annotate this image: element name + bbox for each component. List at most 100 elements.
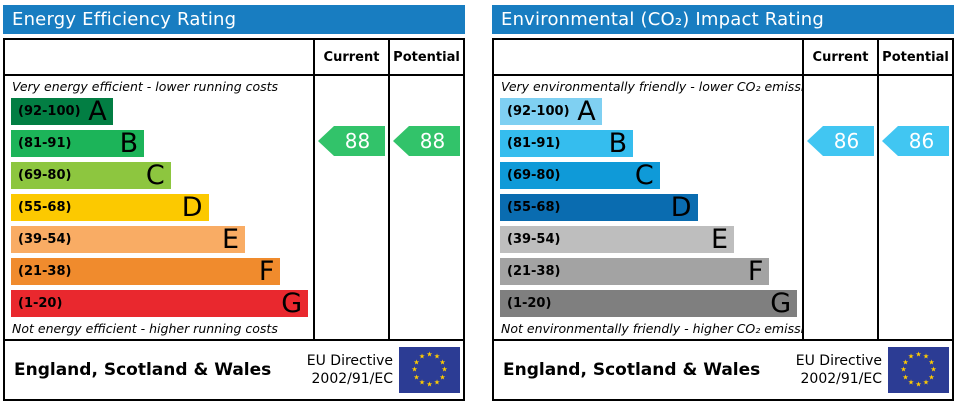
band-row: (81-91) B [500, 130, 634, 157]
footer: England, Scotland & Wales EU Directive 2… [3, 339, 465, 401]
top-caption: Very environmentally friendly - lower CO… [501, 79, 802, 94]
band-letter: A [88, 96, 107, 127]
band-range: (21-38) [18, 264, 72, 279]
eu-star-icon: ★ [426, 350, 433, 359]
eu-star-icon: ★ [413, 358, 420, 366]
top-caption: Very energy efficient - lower running co… [12, 79, 279, 94]
band-range: (81-91) [18, 136, 72, 151]
potential-rating-value: 88 [419, 129, 446, 153]
band-letter: E [710, 224, 729, 255]
eu-star-icon: ★ [411, 365, 418, 374]
potential-column-header: Potential [388, 40, 463, 76]
band-row: (1-20) G [500, 288, 798, 319]
region-label: England, Scotland & Wales [14, 360, 272, 380]
band-letter: G [770, 288, 792, 319]
bands: (92-100) A (81-91) B (69-80) C (55-68) D (39-54)… [500, 98, 802, 317]
band-range: (1-20) [507, 296, 552, 311]
potential-rating-arrow: 86 [882, 126, 949, 156]
band-range: (39-54) [507, 232, 561, 247]
band-row: (92-100) A [500, 98, 602, 125]
band-letter: A [577, 96, 596, 127]
environmental-impact-panel: Environmental (CO₂) Impact Rating Curren… [492, 5, 954, 401]
eu-star-icon: ★ [439, 358, 446, 366]
band-range: (1-20) [18, 296, 63, 311]
eu-star-icon: ★ [915, 350, 922, 359]
eu-star-icon: ★ [928, 358, 935, 366]
eu-star-icon: ★ [418, 352, 426, 361]
bands: (92-100) A (81-91) B (69-80) C (55-68) D (39-54)… [11, 98, 313, 317]
eu-star-icon: ★ [413, 373, 420, 381]
band-row: (55-68) D [500, 194, 698, 221]
rating-table: Current Potential Very environmentally f… [492, 38, 954, 341]
eu-star-icon: ★ [922, 378, 930, 387]
potential-rating-value: 86 [908, 129, 935, 153]
eu-star-icon: ★ [433, 378, 441, 387]
eu-star-icon: ★ [418, 378, 426, 387]
band-row: (69-80) C [11, 162, 171, 189]
band-letter: G [281, 288, 303, 319]
eu-star-icon: ★ [907, 378, 915, 387]
current-column-header: Current [313, 40, 388, 76]
eu-star-icon: ★ [439, 373, 446, 381]
band-letter: F [747, 256, 764, 287]
band-row: (39-54) E [11, 224, 246, 255]
band-range: (39-54) [18, 232, 72, 247]
rating-table: Current Potential Very energy efficient … [3, 38, 465, 341]
band-row: (55-68) D [11, 194, 209, 221]
band-range: (21-38) [507, 264, 561, 279]
region-label: England, Scotland & Wales [503, 360, 761, 380]
eu-directive-label: EU Directive 2002/91/EC [795, 352, 882, 387]
potential-column-header: Potential [877, 40, 952, 76]
band-letter: D [181, 192, 203, 223]
eu-star-icon: ★ [928, 373, 935, 381]
band-row: (39-54) E [500, 224, 735, 255]
band-row: (21-38) F [500, 256, 770, 287]
panel-title: Energy Efficiency Rating [3, 5, 465, 34]
eu-star-icon: ★ [900, 365, 907, 374]
band-range: (55-68) [507, 200, 561, 215]
band-letter: D [670, 192, 692, 223]
footer: England, Scotland & Wales EU Directive 2… [492, 339, 954, 401]
corner-cell [494, 40, 802, 76]
current-column-header: Current [802, 40, 877, 76]
energy-efficiency-panel: Energy Efficiency Rating Current Potenti… [3, 5, 465, 401]
band-row: (69-80) C [500, 162, 660, 189]
current-rating-arrow: 86 [807, 126, 874, 156]
eu-star-icon: ★ [426, 380, 433, 389]
panel-title: Environmental (CO₂) Impact Rating [492, 5, 954, 34]
eu-star-icon: ★ [930, 365, 937, 374]
eu-directive-label: EU Directive 2002/91/EC [306, 352, 393, 387]
corner-cell [5, 40, 313, 76]
eu-flag-icon: ★ ★ ★ ★ ★ ★ ★ ★ ★ ★ ★ ★ [888, 347, 949, 393]
band-row: (92-100) A [11, 98, 113, 125]
eu-star-icon: ★ [902, 358, 909, 366]
eu-star-icon: ★ [433, 352, 441, 361]
band-range: (69-80) [507, 168, 561, 183]
band-range: (69-80) [18, 168, 72, 183]
band-range: (92-100) [507, 104, 570, 119]
current-rating-value: 88 [344, 129, 371, 153]
band-range: (55-68) [18, 200, 72, 215]
current-column: 86 [802, 76, 877, 339]
band-row: (21-38) F [11, 256, 281, 287]
eu-star-icon: ★ [441, 365, 448, 374]
current-rating-value: 86 [833, 129, 860, 153]
band-letter: C [634, 160, 654, 191]
eu-star-icon: ★ [902, 373, 909, 381]
band-range: (81-91) [507, 136, 561, 151]
band-range: (92-100) [18, 104, 81, 119]
potential-column: 88 [388, 76, 463, 339]
band-letter: E [221, 224, 240, 255]
eu-star-icon: ★ [922, 352, 930, 361]
bottom-caption: Not environmentally friendly - higher CO… [501, 321, 802, 336]
band-row: (1-20) G [11, 288, 309, 319]
eu-star-icon: ★ [907, 352, 915, 361]
current-rating-arrow: 88 [318, 126, 385, 156]
potential-rating-arrow: 88 [393, 126, 460, 156]
band-row: (81-91) B [11, 130, 145, 157]
band-letter: F [258, 256, 275, 287]
eu-flag-icon: ★ ★ ★ ★ ★ ★ ★ ★ ★ ★ ★ ★ [399, 347, 460, 393]
bottom-caption: Not energy efficient - higher running co… [12, 321, 278, 336]
band-letter: C [145, 160, 165, 191]
